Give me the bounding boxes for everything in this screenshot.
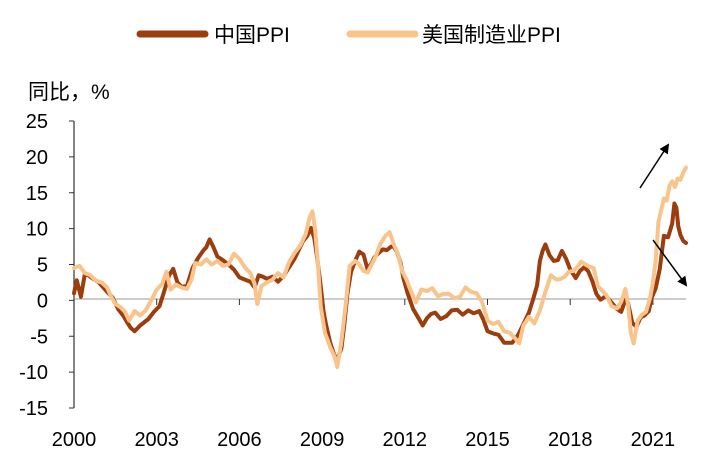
y-tick-label: 15 — [26, 183, 48, 205]
x-tick-label: 2021 — [631, 429, 676, 451]
series-line-0 — [72, 201, 688, 362]
x-tick-label: 2009 — [300, 429, 345, 451]
x-tick-label: 2018 — [548, 429, 593, 451]
y-tick-label: 25 — [26, 111, 48, 133]
y-tick-label: 10 — [26, 219, 48, 241]
y-axis-ticks: 25 20 15 10 5 0 -5 -10 -15 — [19, 111, 74, 420]
series-line-1 — [72, 165, 688, 370]
y-tick-label: -10 — [19, 362, 48, 384]
y-tick-label: 0 — [37, 290, 48, 312]
y-axis-unit-label: 同比，% — [28, 81, 110, 104]
x-tick-label: 2000 — [52, 429, 97, 451]
y-tick-label: -15 — [19, 398, 48, 420]
y-tick-label: 20 — [26, 147, 48, 169]
annotation-arrow-down — [652, 239, 688, 287]
x-tick-label: 2015 — [465, 429, 510, 451]
x-tick-label: 2003 — [134, 429, 179, 451]
legend-label-series-1: 美国制造业PPI — [422, 24, 561, 47]
legend-label-series-0: 中国PPI — [214, 24, 290, 47]
x-tick-label: 2006 — [217, 429, 262, 451]
series-lines — [72, 165, 688, 370]
annotation-arrow-up — [639, 143, 670, 189]
x-axis-ticks: 2000 2003 2006 2009 2012 2015 2018 2021 — [52, 299, 675, 451]
y-tick-label: -5 — [30, 326, 48, 348]
y-tick-label: 5 — [37, 255, 48, 277]
legend: 中国PPI 美国制造业PPI — [136, 24, 561, 47]
x-tick-label: 2012 — [383, 429, 428, 451]
